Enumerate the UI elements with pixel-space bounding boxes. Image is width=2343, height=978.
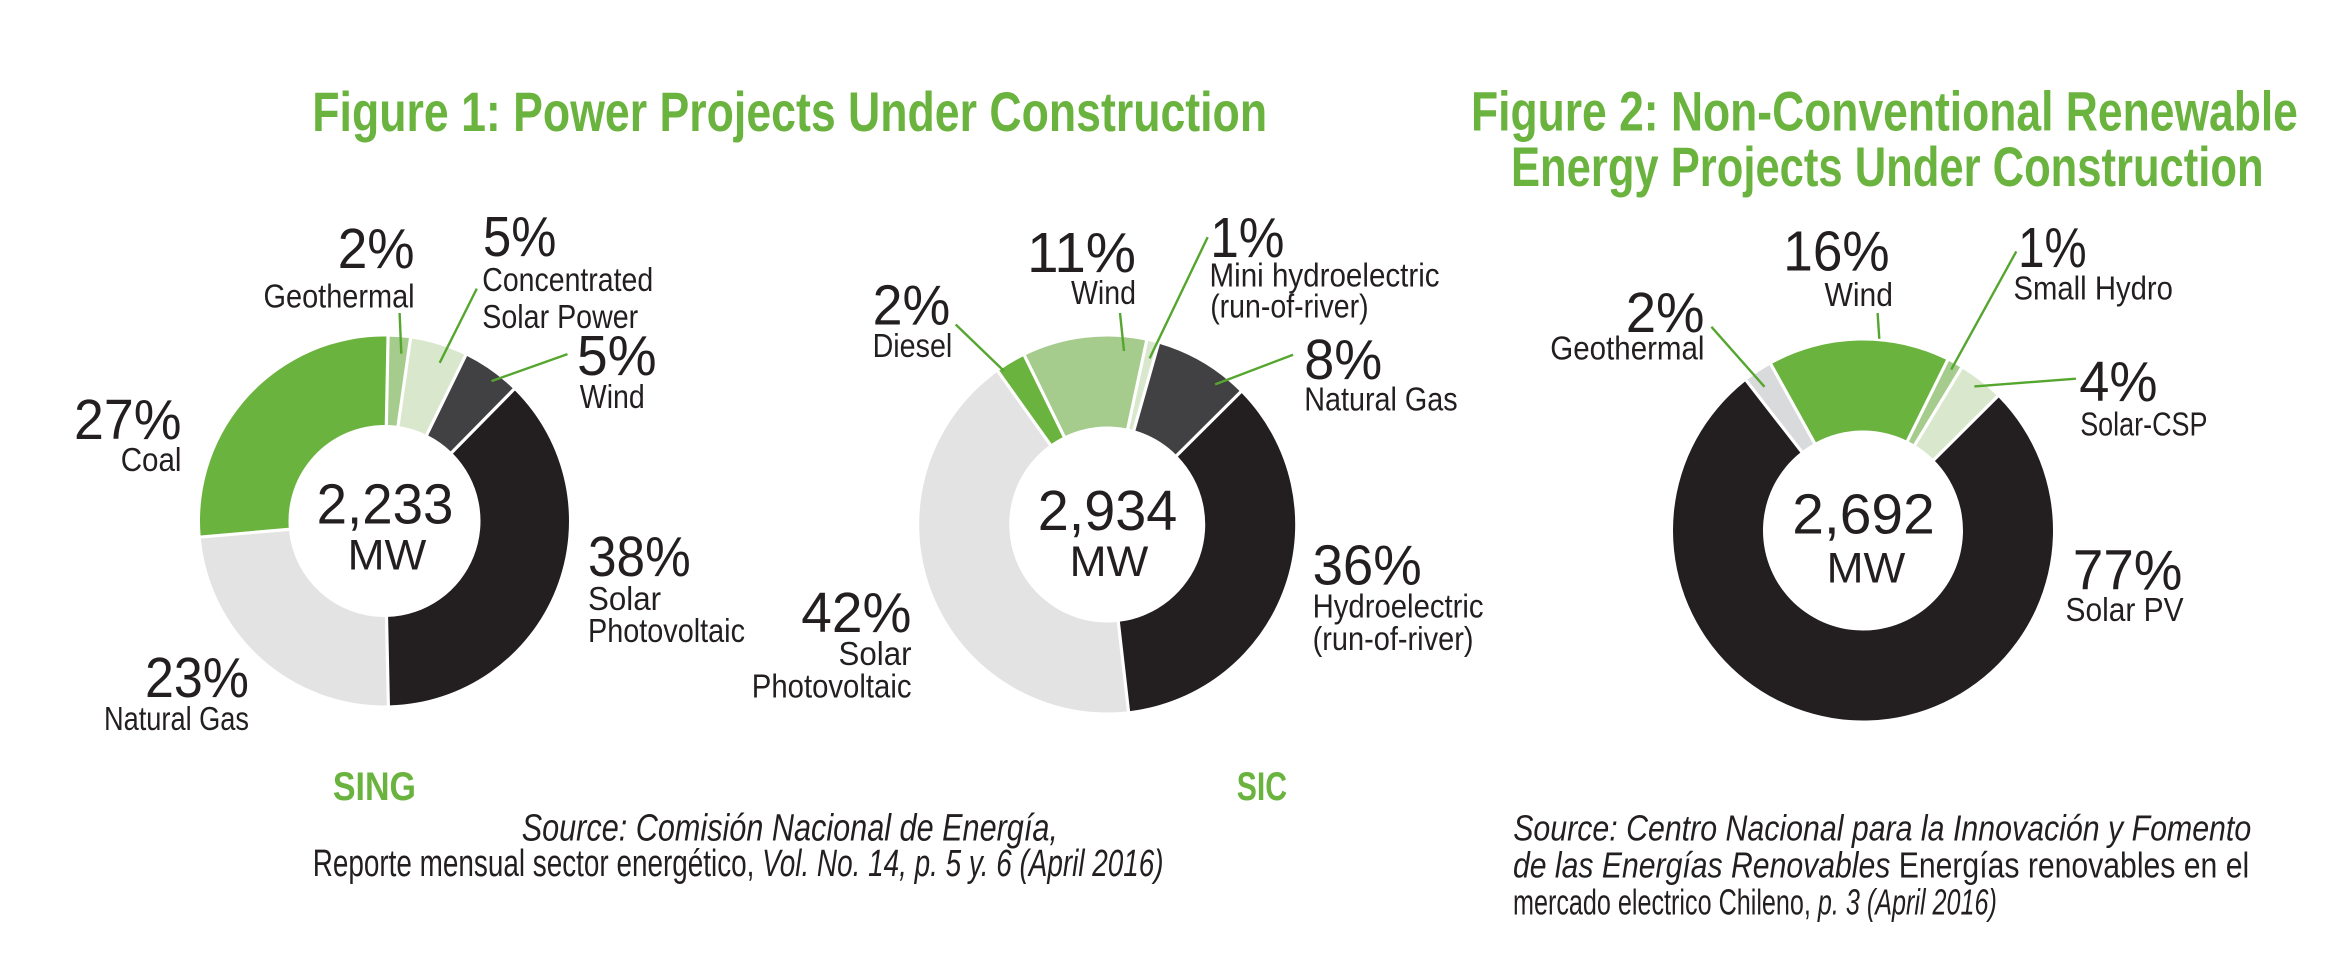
svg-text:(run-of-river): (run-of-river) [1313,620,1474,657]
svg-text:36%: 36% [1313,534,1422,598]
svg-text:2,934: 2,934 [1038,479,1178,543]
svg-text:2%: 2% [1626,281,1705,345]
svg-text:Solar-CSP: Solar-CSP [2080,406,2207,443]
svg-text:Wind: Wind [1825,276,1894,313]
svg-text:MW: MW [1070,538,1149,586]
svg-text:de las Energías Renovables Ene: de las Energías Renovables Energías reno… [1513,845,2249,886]
svg-text:Reporte mensual sector energét: Reporte mensual sector energético, Vol. … [313,843,1164,885]
svg-text:Wind: Wind [1071,274,1136,311]
svg-text:Mini hydroelectric: Mini hydroelectric [1210,257,1440,294]
svg-text:2%: 2% [338,217,415,281]
svg-text:Natural Gas: Natural Gas [104,700,249,737]
svg-text:Natural Gas: Natural Gas [1304,380,1458,417]
svg-text:23%: 23% [145,646,249,710]
svg-text:77%: 77% [2073,538,2183,602]
svg-text:Source: Comisión Nacional de E: Source: Comisión Nacional de Energía, [522,808,1058,850]
svg-text:2,233: 2,233 [317,473,454,537]
svg-text:Figure 1: Power Projects Under: Figure 1: Power Projects Under Construct… [312,80,1267,143]
svg-text:1%: 1% [1210,206,1284,270]
svg-text:11%: 11% [1027,221,1136,285]
svg-text:Wind: Wind [580,378,645,415]
svg-text:27%: 27% [74,388,182,452]
svg-text:Energy Projects Under Construc: Energy Projects Under Construction [1511,135,2264,198]
svg-text:SIC: SIC [1237,765,1287,809]
svg-text:Photovoltaic: Photovoltaic [752,667,912,704]
svg-text:4%: 4% [2079,350,2157,414]
svg-text:Geothermal: Geothermal [264,278,415,315]
svg-text:2%: 2% [873,274,951,338]
svg-text:Figure 2: Non-Conventional Ren: Figure 2: Non-Conventional Renewable [1471,80,2298,143]
svg-text:16%: 16% [1783,219,1889,283]
svg-text:8%: 8% [1304,328,1382,392]
svg-text:Solar: Solar [839,635,912,672]
svg-text:Solar: Solar [588,580,661,617]
svg-text:Diesel: Diesel [873,327,953,364]
svg-text:Source: Centro Nacional para l: Source: Centro Nacional para la Innovaci… [1513,808,2251,849]
svg-text:5%: 5% [577,324,657,388]
svg-text:Hydroelectric: Hydroelectric [1313,587,1484,624]
svg-text:mercado electrico Chileno, p.: mercado electrico Chileno, p. 3 (April 2… [1513,882,1997,923]
svg-text:Small Hydro: Small Hydro [2014,269,2173,306]
svg-text:Solar PV: Solar PV [2066,591,2184,628]
svg-text:Concentrated: Concentrated [482,261,653,298]
svg-text:42%: 42% [801,581,911,645]
svg-text:MW: MW [1827,544,1906,592]
svg-text:5%: 5% [483,205,556,269]
svg-text:Geothermal: Geothermal [1550,329,1704,366]
svg-text:SING: SING [333,765,416,809]
svg-text:1%: 1% [2018,216,2087,280]
svg-text:Photovoltaic: Photovoltaic [588,612,745,649]
svg-text:Coal: Coal [121,441,182,478]
svg-text:38%: 38% [588,525,691,589]
svg-text:(run-of-river): (run-of-river) [1210,288,1368,325]
svg-text:MW: MW [348,532,427,580]
svg-text:2,692: 2,692 [1792,483,1935,547]
svg-text:Solar Power: Solar Power [482,298,638,335]
